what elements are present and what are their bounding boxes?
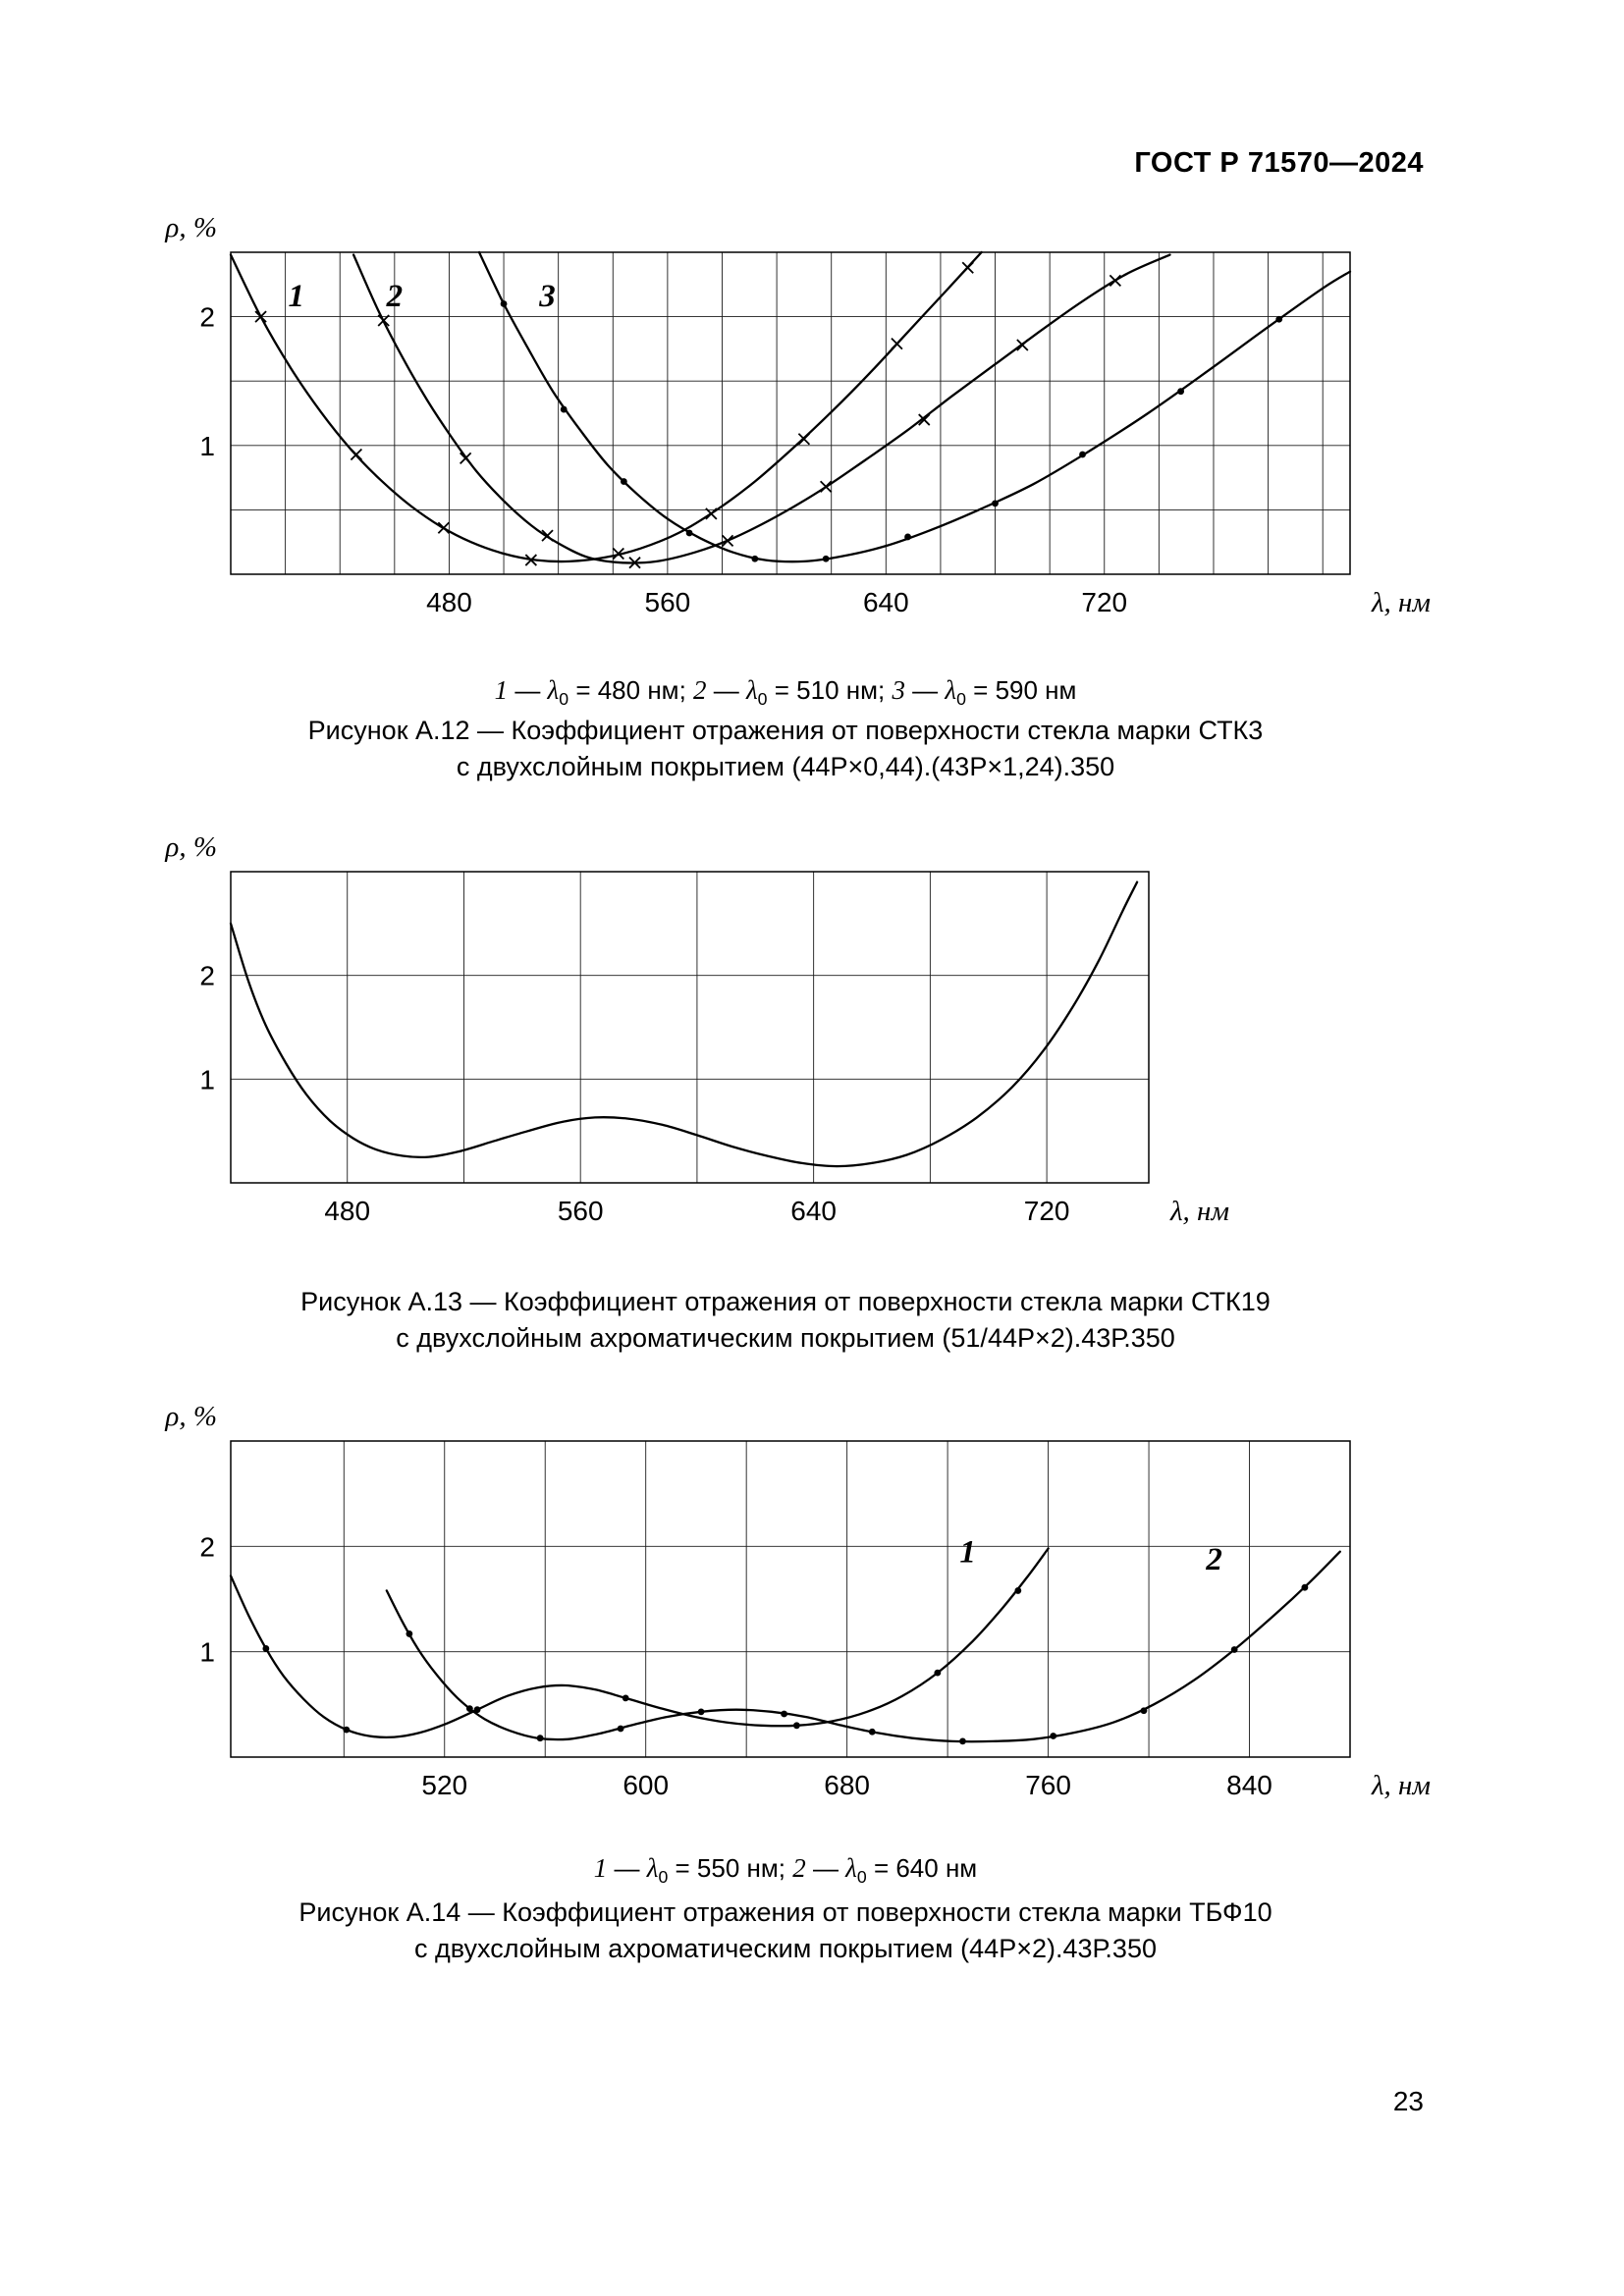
svg-text:600: 600 <box>623 1770 669 1800</box>
svg-text:680: 680 <box>824 1770 870 1800</box>
svg-text:520: 520 <box>421 1770 467 1800</box>
figure-a12-caption-line2: с двухслойным покрытием (44Р×0,44).(43Р×… <box>456 752 1115 781</box>
figure-a12-chart: 480 560 640 720 1 2 ρ, % λ, нм 1 2 3 <box>164 212 1431 618</box>
svg-text:2: 2 <box>199 302 215 333</box>
svg-text:ρ, %: ρ, % <box>164 1401 217 1432</box>
svg-text:2: 2 <box>199 961 215 991</box>
svg-text:λ, нм: λ, нм <box>1371 1770 1431 1801</box>
svg-text:2: 2 <box>1205 1542 1222 1577</box>
svg-text:λ, нм: λ, нм <box>1371 587 1431 618</box>
figure-a12-caption: Рисунок А.12 — Коэффициент отражения от … <box>147 713 1424 785</box>
figure-a13-caption-line1: Рисунок А.13 — Коэффициент отражения от … <box>300 1287 1271 1316</box>
svg-text:720: 720 <box>1081 587 1127 617</box>
svg-text:3: 3 <box>538 279 556 314</box>
svg-text:ρ, %: ρ, % <box>164 831 217 863</box>
svg-text:2: 2 <box>386 279 404 314</box>
figure-a13-chart: 480 560 640 720 1 2 ρ, % λ, нм <box>164 831 1229 1227</box>
svg-text:560: 560 <box>645 587 691 617</box>
svg-text:640: 640 <box>863 587 909 617</box>
svg-text:480: 480 <box>426 587 472 617</box>
figure-a14-chart: 520 600 680 760 840 1 2 ρ, % λ, нм 1 2 <box>164 1401 1431 1801</box>
svg-text:1: 1 <box>199 1064 215 1095</box>
figure-a14-caption-line1: Рисунок А.14 — Коэффициент отражения от … <box>298 1897 1272 1927</box>
svg-text:1: 1 <box>959 1534 976 1570</box>
figure-a12-caption-line1: Рисунок А.12 — Коэффициент отражения от … <box>307 716 1264 745</box>
page-number: 23 <box>1392 2086 1424 2116</box>
svg-text:640: 640 <box>790 1196 837 1226</box>
svg-text:1: 1 <box>288 279 304 314</box>
figure-a14-series-legend: 1 — λ0 = 550 нм; 2 — λ0 = 640 нм <box>593 1853 978 1888</box>
svg-text:1: 1 <box>199 431 215 461</box>
svg-text:560: 560 <box>558 1196 604 1226</box>
svg-text:1: 1 <box>199 1637 215 1668</box>
svg-text:480: 480 <box>324 1196 370 1226</box>
figure-a14-caption-line2: с двухслойным ахроматическим покрытием (… <box>414 1934 1157 1963</box>
svg-text:ρ, %: ρ, % <box>164 212 217 243</box>
figure-a12-series-legend: 1 — λ0 = 480 нм; 2 — λ0 = 510 нм; 3 — λ0… <box>494 675 1077 710</box>
svg-text:840: 840 <box>1226 1770 1272 1800</box>
figure-a13-caption: Рисунок А.13 — Коэффициент отражения от … <box>147 1284 1424 1357</box>
svg-text:760: 760 <box>1025 1770 1071 1800</box>
svg-text:720: 720 <box>1024 1196 1070 1226</box>
svg-text:2: 2 <box>199 1531 215 1562</box>
figure-a13-caption-line2: с двухслойным ахроматическим покрытием (… <box>396 1323 1175 1353</box>
svg-text:λ, нм: λ, нм <box>1169 1196 1229 1227</box>
document-header: ГОСТ Р 71570—2024 <box>1134 147 1424 179</box>
figure-a14-caption: Рисунок А.14 — Коэффициент отражения от … <box>147 1895 1424 1967</box>
